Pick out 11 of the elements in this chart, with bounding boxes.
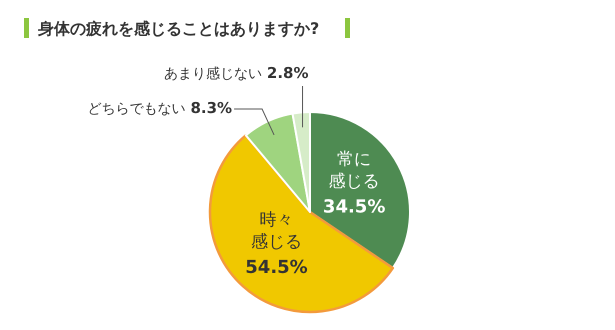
chart-title: 身体の疲れを感じることはありますか? [37, 19, 320, 38]
data-label: 34.5% [322, 196, 386, 218]
slice-label: あまり感じない [164, 66, 262, 82]
slice-label: 常に感じる [328, 150, 380, 192]
slice-label: どちらでもない [87, 101, 186, 117]
data-label: 8.3% [190, 99, 232, 117]
pie-slice [208, 134, 394, 314]
data-label: 54.5% [245, 257, 308, 278]
slice-label: 時々感じる [250, 210, 302, 252]
pie-slice [244, 112, 311, 213]
data-label: 2.8% [266, 64, 309, 82]
